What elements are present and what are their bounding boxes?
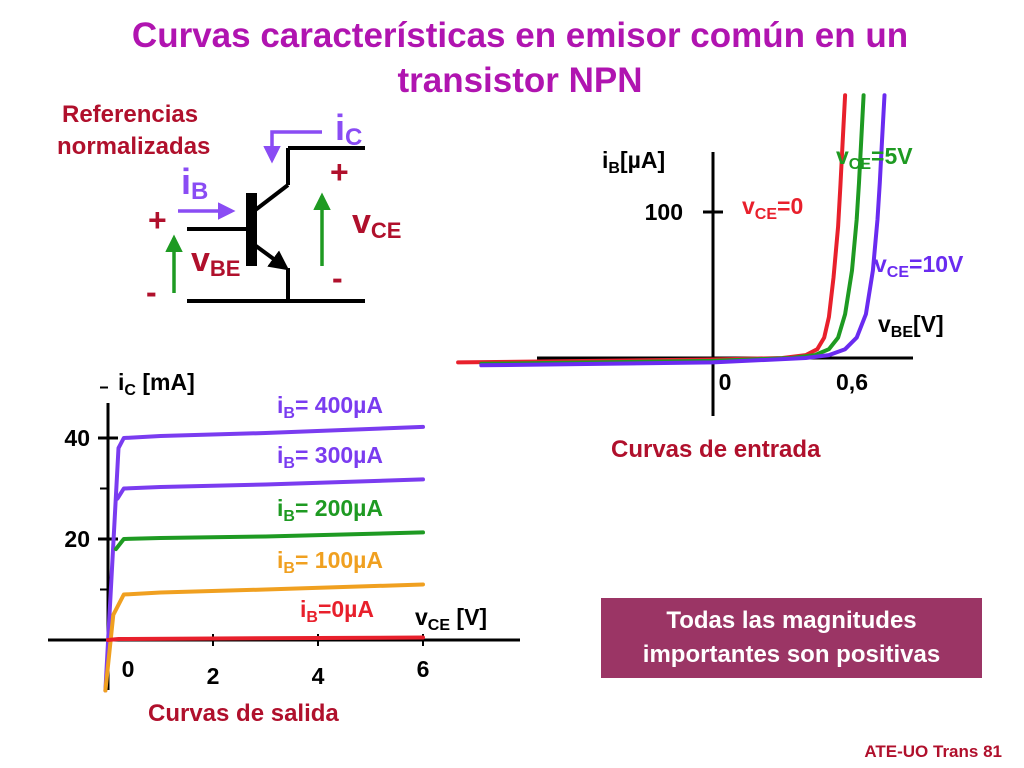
input-ylabel-tail: [µA] [620,147,665,173]
output-legend-ib100-tail: = 100µA [295,547,383,573]
input-legend-vce10-tail: =10V [909,251,964,277]
ib-label: iB [181,161,208,205]
vce-label: vCE [352,203,401,243]
output-chart-x-axis-label: vCE [V] [415,604,487,634]
output-ylabel-main: i [118,369,124,395]
input-ylabel-sub: B [608,160,620,177]
input-xlabel-tail: [V] [913,311,944,337]
references-label-line1: Referencias [62,101,198,128]
slide-footer: ATE-UO Trans 81 [864,742,1002,761]
vce-label-main: v [352,203,371,241]
note-line1: Todas las magnitudes [666,607,917,634]
vce-label-sub: CE [371,218,402,243]
output-chart-y-axis-label: iC [mA] [118,369,195,399]
collector-lead [252,183,290,213]
output-legend-ib0-main: i [300,596,306,622]
vbe-label: vBE [191,241,240,281]
input-legend-vce0-sub: CE [755,206,778,223]
output-curve-ib0 [106,635,425,642]
ic-label-sub: C [345,124,362,151]
input-legend-vce5: vCE=5V [836,143,913,173]
input-y-tick-label-0: 100 [645,199,683,225]
output-legend-ib300-tail: = 300µA [295,442,383,468]
input-curve-vce5 [479,93,866,366]
output-legend-ib300-sub: B [283,455,295,472]
output-xlabel-main: v [415,604,428,630]
output-x-tick-label-3: 6 [417,656,430,682]
transistor-base-bar [246,193,257,266]
input-legend-vce10-sub: CE [887,264,910,281]
ic-label: iC [335,107,362,151]
references-label-line2: normalizadas [57,133,210,160]
input-legend-vce10-main: v [874,251,887,277]
input-legend-vce5-main: v [836,143,849,169]
output-legend-ib0-tail: =0µA [318,596,374,622]
ic-label-main: i [335,107,345,148]
positive-magnitudes-note: Todas las magnitudes importantes son pos… [601,598,982,678]
output-legend-ib100-sub: B [283,560,295,577]
input-chart-x-axis-label: vBE[V] [878,311,944,341]
output-legend-ib200: iB= 200µA [277,495,383,525]
output-ylabel-sub: C [124,382,136,399]
input-xlabel-main: v [878,311,891,337]
output-curve-ib400 [103,424,425,693]
vbe-plus-sign: + [148,202,167,238]
input-legend-vce10: vCE=10V [874,251,964,281]
output-x-tick-label-2: 4 [312,663,325,689]
output-legend-ib100-main: i [277,547,283,573]
output-legend-ib400-tail: = 400µA [295,392,383,418]
output-y-tick-label-0: 20 [64,526,90,552]
output-legend-ib400: iB= 400µA [277,392,383,422]
vce-minus-sign: - [332,260,343,296]
output-legend-ib400-sub: B [283,405,295,422]
output-legend-ib200-tail: = 200µA [295,495,383,521]
vbe-label-sub: BE [210,256,241,281]
emitter-lead [254,244,290,271]
output-legend-ib200-main: i [277,495,283,521]
ib-label-main: i [181,161,191,202]
input-ylabel-main: i [602,147,608,173]
vce-plus-sign: + [330,154,349,190]
output-legend-ib100: iB= 100µA [277,547,383,577]
input-x-tick-label-0: 0 [719,369,732,395]
input-legend-vce5-tail: =5V [871,143,913,169]
output-y-tick-label-1: 40 [64,425,90,451]
output-legend-ib0: iB=0µA [300,596,374,626]
ic-arrow [263,130,322,164]
output-xlabel-sub: CE [428,617,451,634]
note-line2: importantes son positivas [642,641,941,668]
input-legend-vce0-main: v [742,193,755,219]
vbe-minus-sign: - [146,274,157,310]
output-legend-ib300-main: i [277,442,283,468]
npn-transistor-symbol [187,146,365,303]
input-x-tick-label-1: 0,6 [836,369,868,395]
input-curve-vce0 [456,93,848,365]
slide-title-line1: Curvas características en emisor común e… [132,16,908,55]
vbe-label-main: v [191,241,210,279]
input-xlabel-sub: BE [891,324,914,341]
output-ylabel-tail: [mA] [136,369,195,395]
output-curve-ib300 [115,477,425,501]
output-legend-ib400-main: i [277,392,283,418]
slide-title-line2: transistor NPN [397,61,642,100]
input-legend-vce5-sub: CE [849,156,872,173]
output-curve-ib100 [103,582,425,693]
output-legend-ib0-sub: B [306,609,318,626]
output-x-tick-label-1: 2 [207,663,220,689]
input-curve-vce10 [479,93,887,368]
input-legend-vce0: vCE=0 [742,193,803,223]
output-x-tick-label-0: 0 [122,656,135,682]
output-legend-ib200-sub: B [283,508,295,525]
output-curve-ib200 [113,530,425,552]
output-chart-caption: Curvas de salida [148,700,339,727]
ib-label-sub: B [191,178,208,205]
output-legend-ib300: iB= 300µA [277,442,383,472]
input-legend-vce0-tail: =0 [777,193,803,219]
output-xlabel-tail: [V] [450,604,487,630]
input-chart-y-axis-label: iB[µA] [602,147,665,177]
input-chart-caption: Curvas de entrada [611,436,821,463]
